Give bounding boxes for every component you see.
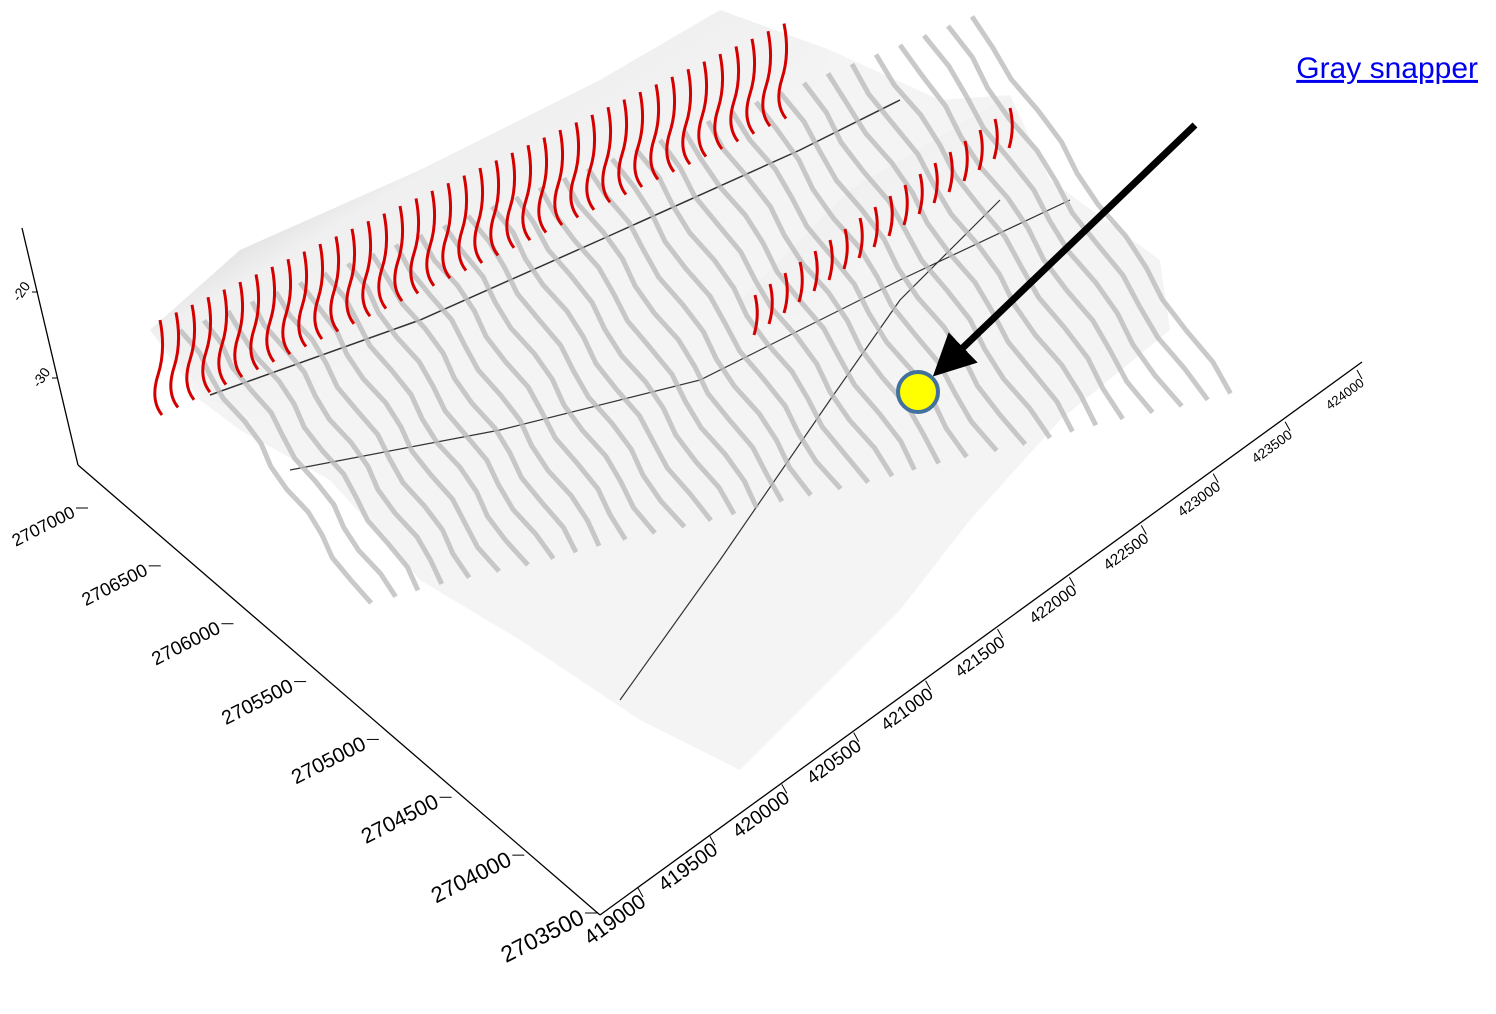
x-tick-label: 423000 [1175, 479, 1224, 521]
y-tick-label: 2705500 [218, 675, 297, 730]
x-tick-label: 421000 [877, 684, 937, 735]
y-tick-label: 2707000 [8, 502, 77, 551]
x-tick-label: 423500 [1249, 427, 1295, 466]
y-tick-label: 2704000 [427, 847, 515, 908]
surface [150, 10, 1231, 770]
annotation[interactable]: Gray snapper [1296, 52, 1478, 85]
annotation-link[interactable]: Gray snapper [1296, 52, 1478, 85]
z-axis-line [22, 228, 78, 465]
x-tick-label: 422000 [1026, 581, 1080, 627]
z-tick-label: -30 [29, 364, 54, 390]
x-tick-label: 424000 [1323, 375, 1367, 413]
page: Gray snapper 419000419500420000420500421… [0, 0, 1496, 1014]
y-tick-label: 2705000 [288, 732, 370, 789]
chart: Gray snapper 419000419500420000420500421… [0, 0, 1496, 1014]
y-tick-label: 2703500 [496, 904, 588, 968]
x-tick-label: 419000 [580, 890, 650, 950]
y-tick-label: 2706000 [149, 618, 224, 670]
y-tick-label: 2706500 [79, 560, 151, 610]
z-tick-label: -20 [9, 278, 34, 304]
x-tick-label: 422500 [1100, 530, 1152, 574]
y-tick-label: 2704500 [357, 789, 442, 848]
location-marker [898, 372, 938, 412]
